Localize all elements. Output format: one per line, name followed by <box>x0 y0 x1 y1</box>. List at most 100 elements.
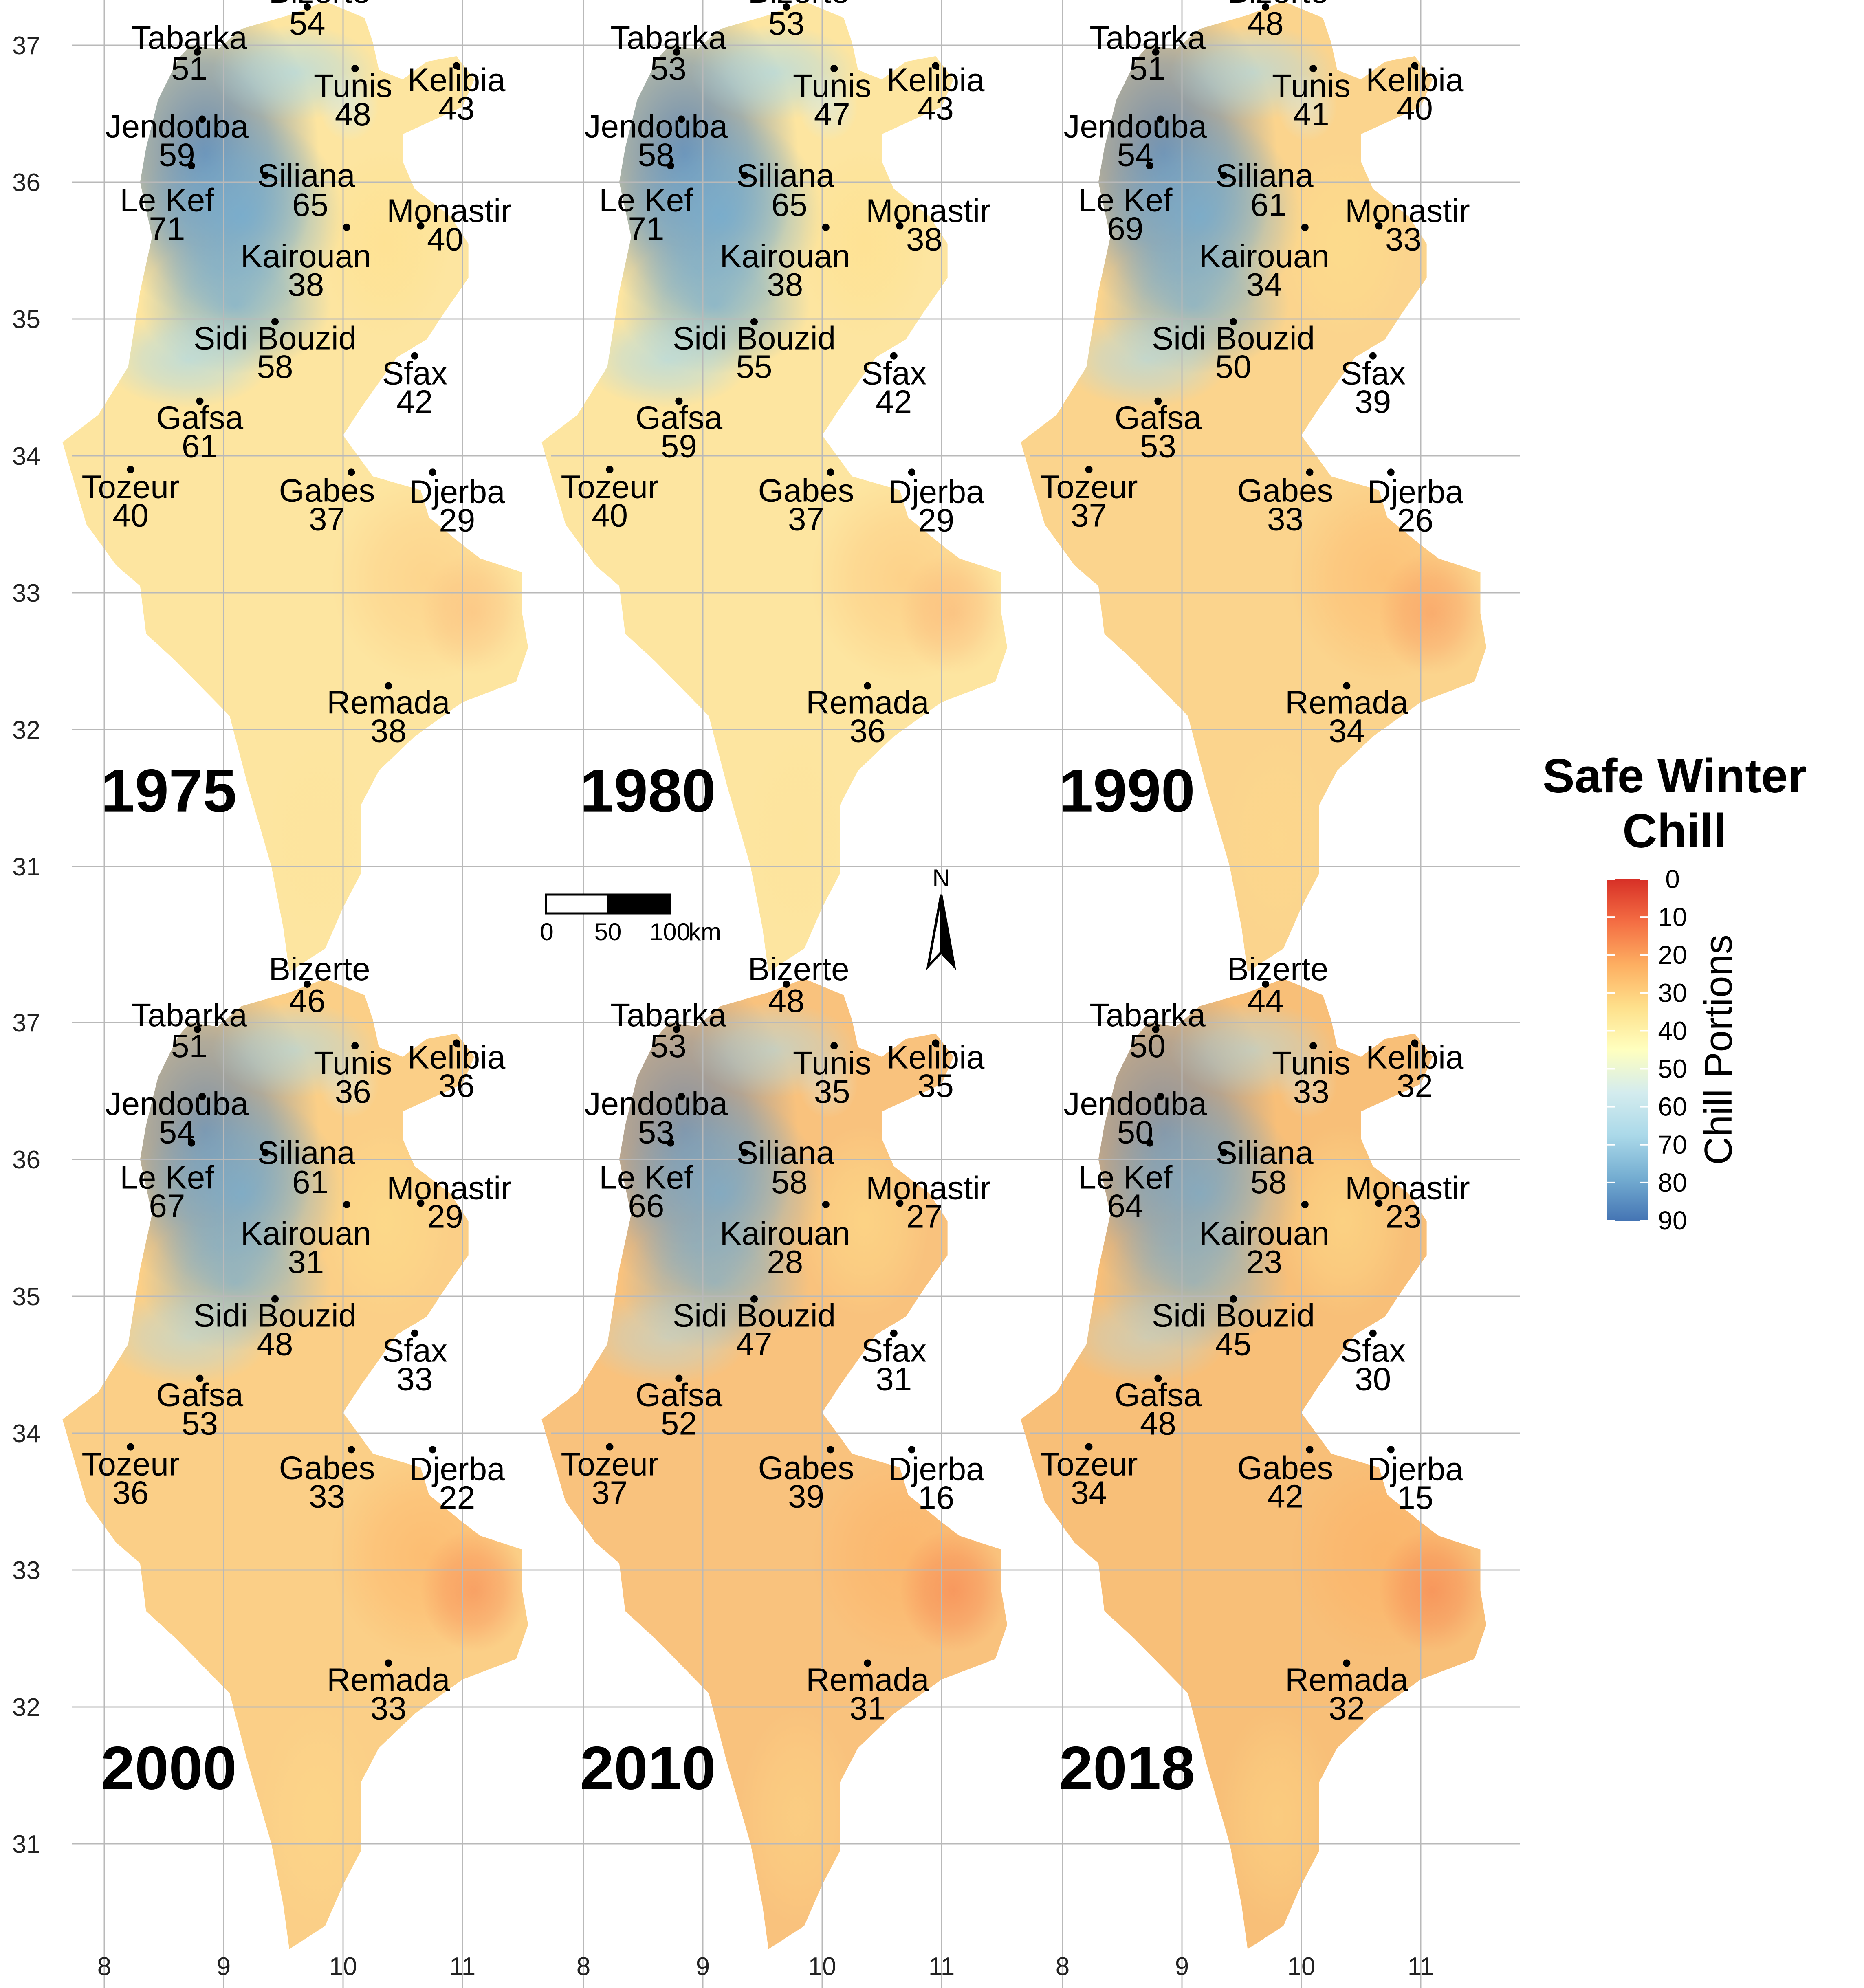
graticule-1975 <box>72 0 562 1012</box>
city-value-label: 65 <box>771 187 808 223</box>
city-name-label: Gafsa <box>156 400 244 436</box>
city-point <box>453 1039 460 1047</box>
city-point <box>343 223 350 231</box>
chill-region <box>1379 552 1487 675</box>
city-point <box>1306 1446 1314 1454</box>
chill-region <box>319 1125 451 1317</box>
city-value-label: 35 <box>918 1067 954 1104</box>
city-name-label: Sidi Bouzid <box>1152 1297 1315 1334</box>
lat-tick-label: 34 <box>12 1420 40 1448</box>
chill-region <box>420 552 528 675</box>
legend-tick-label: 90 <box>1658 1206 1687 1235</box>
lon-tick-label: 8 <box>577 1953 590 1981</box>
legend-tick-label: 0 <box>1665 864 1680 894</box>
city-value-label: 22 <box>439 1479 475 1515</box>
graticule-1980 <box>551 0 1041 1012</box>
city-point <box>1369 352 1377 360</box>
chill-region <box>900 552 1008 675</box>
graticule-2010 <box>551 977 1041 1988</box>
city-point <box>890 352 898 360</box>
city-value-label: 33 <box>370 1690 407 1726</box>
city-point <box>678 1093 685 1100</box>
legend-tick-label: 80 <box>1658 1168 1687 1197</box>
year-label: 2018 <box>1059 1734 1195 1802</box>
city-point <box>1157 1093 1164 1100</box>
city-point <box>864 1659 871 1667</box>
city-name-label: Le Kef <box>120 1159 214 1196</box>
city-value-label: 51 <box>171 51 207 87</box>
city-point <box>1306 468 1314 476</box>
city-name-label: Bizerte <box>1227 951 1329 987</box>
city-name-label: Monastir <box>387 193 512 229</box>
city-point <box>1375 1199 1383 1207</box>
city-point <box>1157 115 1164 123</box>
city-name-label: Remada <box>327 684 450 720</box>
city-point <box>1387 1446 1395 1454</box>
city-name-label: Siliana <box>257 157 355 194</box>
city-value-label: 33 <box>1293 1073 1329 1110</box>
scale-bar-label-100: 100 <box>649 918 690 946</box>
city-value-label: 33 <box>396 1361 433 1397</box>
city-point <box>343 1201 350 1208</box>
city-point <box>417 222 425 230</box>
city-name-label: Kelibia <box>887 62 985 98</box>
city-value-label: 44 <box>1248 983 1284 1019</box>
map-panel-1975: 37363534333231Tabarka51Bizerte54Jendouba… <box>12 0 562 1012</box>
city-labels-2018: Tabarka50Bizerte44Jendouba50Tunis33Kelib… <box>1040 951 1470 1726</box>
city-point <box>1220 172 1228 179</box>
lon-tick-label: 11 <box>929 1953 955 1981</box>
city-value-label: 45 <box>1215 1326 1251 1362</box>
scale-bar-white-segment <box>545 893 609 915</box>
city-point <box>262 172 269 179</box>
city-value-label: 47 <box>814 96 850 132</box>
city-name-label: Siliana <box>257 1135 355 1171</box>
city-point <box>411 1329 418 1337</box>
city-name-label: Sidi Bouzid <box>194 320 357 356</box>
city-point <box>1309 1042 1317 1050</box>
north-arrow-left-half <box>926 894 942 970</box>
city-point <box>908 1446 915 1454</box>
chill-region <box>1063 1289 1230 1385</box>
chill-region <box>319 1050 379 1119</box>
city-point <box>675 397 683 405</box>
city-name-label: Kairouan <box>241 1215 371 1251</box>
city-name-label: Tunis <box>793 68 871 104</box>
city-value-label: 36 <box>849 713 886 749</box>
city-value-label: 58 <box>771 1164 808 1200</box>
city-name-label: Kelibia <box>1366 1039 1464 1075</box>
city-name-label: Tozeur <box>561 469 658 505</box>
city-value-label: 32 <box>1397 1067 1433 1104</box>
legend-tick-label: 40 <box>1658 1016 1687 1045</box>
city-point <box>827 1446 834 1454</box>
city-name-label: Sfax <box>1340 1333 1406 1369</box>
city-point <box>864 682 871 690</box>
chill-region <box>319 73 379 141</box>
city-value-label: 51 <box>1129 51 1166 87</box>
city-name-label: Monastir <box>866 193 991 229</box>
city-name-label: Tozeur <box>81 1446 179 1482</box>
city-name-label: Jendouba <box>585 1085 728 1122</box>
city-value-label: 52 <box>661 1405 697 1442</box>
city-name-label: Kelibia <box>1366 62 1464 98</box>
city-value-label: 42 <box>876 384 912 420</box>
city-name-label: Monastir <box>866 1170 991 1206</box>
city-value-label: 48 <box>768 983 805 1019</box>
city-point <box>385 1659 392 1667</box>
city-name-label: Le Kef <box>1078 1159 1173 1196</box>
city-name-label: Tabarka <box>610 997 726 1033</box>
city-name-label: Gafsa <box>636 400 723 436</box>
lat-tick-label: 36 <box>12 1146 40 1174</box>
chill-region <box>1217 730 1337 949</box>
city-point <box>1301 223 1309 231</box>
city-value-label: 38 <box>288 266 324 303</box>
city-value-label: 38 <box>767 266 803 303</box>
city-value-label: 48 <box>1140 1405 1176 1442</box>
city-labels-2010: Tabarka53Bizerte48Jendouba53Tunis35Kelib… <box>561 951 990 1726</box>
scale-bar-label-0: 0 <box>540 918 553 946</box>
city-value-label: 31 <box>849 1690 886 1726</box>
city-value-label: 58 <box>1250 1164 1287 1200</box>
city-name-label: Remada <box>806 1661 929 1698</box>
city-point <box>932 62 940 70</box>
city-value-label: 34 <box>1071 1475 1107 1511</box>
